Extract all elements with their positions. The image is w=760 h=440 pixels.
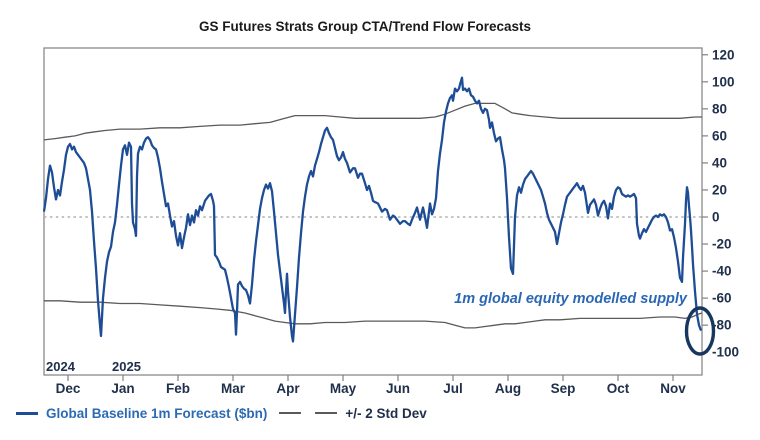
x-axis: Dec Jan Feb Mar Apr May Jun Jul Aug Sep Oct Nov 2024…: [46, 359, 686, 396]
series-forecast: [42, 76, 703, 343]
svg-text:Aug: Aug: [495, 381, 521, 396]
legend-forecast-line-sample: [16, 411, 38, 415]
y-axis: 120 100 80 60 40 20 0 -20 -40 -60 -80 -100: [702, 47, 739, 360]
svg-text:2024: 2024: [46, 359, 76, 374]
svg-text:Dec: Dec: [56, 381, 81, 396]
svg-text:60: 60: [712, 128, 727, 143]
svg-text:Jul: Jul: [443, 381, 463, 396]
svg-text:Feb: Feb: [166, 381, 190, 396]
svg-text:Mar: Mar: [221, 381, 246, 396]
chart-legend: Global Baseline 1m Forecast ($bn) +/- 2 …: [16, 403, 427, 423]
legend-stddev-line-sample-lower: [315, 412, 338, 414]
svg-text:Jan: Jan: [111, 381, 134, 396]
legend-stddev-line-sample-upper: [279, 412, 302, 414]
svg-text:20: 20: [712, 182, 727, 197]
svg-text:80: 80: [712, 101, 727, 116]
svg-text:Jun: Jun: [386, 381, 410, 396]
svg-text:-20: -20: [712, 237, 732, 252]
svg-text:Sep: Sep: [551, 381, 576, 396]
series-band-upper: [43, 102, 702, 141]
svg-text:May: May: [330, 381, 357, 396]
svg-text:100: 100: [712, 74, 735, 89]
svg-text:-100: -100: [712, 345, 739, 360]
legend-stddev-label: +/- 2 Std Dev: [345, 405, 427, 421]
legend-forecast-label: Global Baseline 1m Forecast ($bn): [46, 405, 268, 421]
svg-text:-80: -80: [712, 318, 732, 333]
svg-text:-40: -40: [712, 264, 732, 279]
svg-text:Nov: Nov: [660, 381, 686, 396]
svg-text:-60: -60: [712, 291, 732, 306]
svg-text:Oct: Oct: [607, 381, 630, 396]
svg-text:Apr: Apr: [276, 381, 300, 396]
svg-text:40: 40: [712, 155, 727, 170]
svg-text:120: 120: [712, 47, 735, 62]
chart-title: GS Futures Strats Group CTA/Trend Flow F…: [198, 19, 532, 34]
series-band-lower: [44, 300, 703, 329]
annotation-equity-supply: 1m global equity modelled supply: [454, 291, 687, 307]
highlight-ellipse: [684, 306, 716, 356]
svg-text:0: 0: [712, 210, 720, 225]
plot-box: [43, 47, 703, 376]
svg-text:2025: 2025: [112, 359, 141, 374]
